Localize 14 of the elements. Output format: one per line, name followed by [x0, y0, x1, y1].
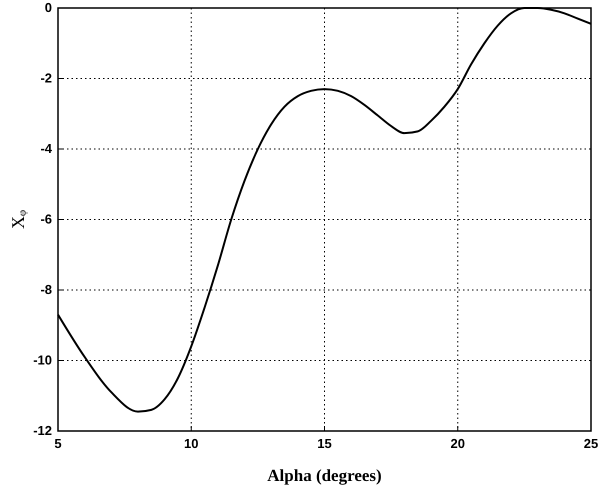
y-tick-label: -2 — [40, 70, 52, 86]
x-tick-label: 25 — [584, 436, 598, 452]
y-tick-label: -4 — [40, 141, 53, 156]
x-tick-label: 5 — [54, 436, 62, 452]
y-tick-label: -10 — [33, 352, 52, 368]
x-tick-label: 20 — [450, 436, 465, 452]
x-tick-label: 15 — [317, 436, 332, 452]
y-tick-label: -12 — [33, 423, 52, 438]
x-tick-label: 10 — [184, 436, 198, 452]
y-tick-label: -6 — [40, 212, 52, 227]
y-tick-label: 0 — [44, 0, 52, 16]
y-axis-title: Xᵩ — [8, 210, 28, 230]
y-tick-label: -8 — [40, 282, 52, 298]
x-axis-title: Alpha (degrees) — [267, 466, 382, 485]
